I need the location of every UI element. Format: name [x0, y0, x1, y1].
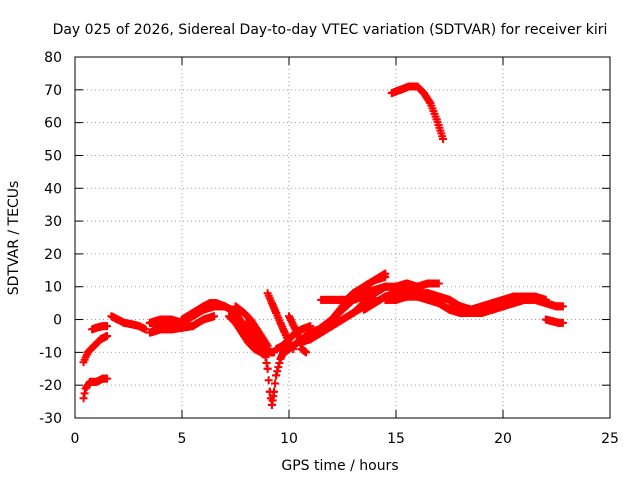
y-axis-label: SDTVAR / TECUs	[6, 181, 22, 296]
data-point	[439, 135, 448, 144]
data-point	[302, 348, 311, 357]
data-point	[267, 348, 276, 357]
data-point	[80, 389, 89, 398]
data-point	[141, 325, 150, 334]
x-tick-label: 5	[178, 431, 187, 447]
data-point	[558, 318, 567, 327]
series-s3	[88, 322, 112, 334]
series-s1	[79, 374, 112, 403]
data-point	[103, 374, 112, 383]
y-tick-label: -30	[39, 411, 62, 427]
data-point	[274, 363, 283, 372]
axis-ticks: -30 -20 -10 0 10 20 30 40 50 60 70 80 0 5 10 15 20 25	[39, 50, 619, 447]
series-s24	[317, 292, 379, 304]
y-tick-label: -20	[39, 378, 62, 394]
y-tick-label: 70	[44, 83, 62, 99]
axes	[74, 56, 611, 419]
data-point	[259, 341, 268, 350]
y-tick-label: 40	[44, 181, 62, 197]
data-point	[370, 294, 379, 303]
data-point	[79, 394, 88, 403]
data-point	[262, 359, 271, 368]
series-s2	[79, 331, 112, 367]
plot-border	[74, 56, 611, 419]
series-s27	[445, 292, 540, 314]
data-point	[272, 371, 281, 380]
y-tick-label: -10	[39, 345, 62, 361]
data-point	[260, 347, 269, 356]
data-point	[273, 367, 282, 376]
data-point	[103, 322, 112, 331]
x-tick-label: 0	[71, 431, 80, 447]
y-tick-label: 20	[44, 247, 62, 263]
x-tick-label: 20	[494, 431, 512, 447]
data-point	[541, 295, 550, 304]
data-point	[264, 376, 273, 385]
x-tick-label: 15	[387, 431, 405, 447]
chart-title: Day 025 of 2026, Sidereal Day-to-day VTE…	[53, 22, 608, 38]
x-tick-label: 25	[601, 431, 619, 447]
y-tick-label: 30	[44, 214, 62, 230]
data-points	[79, 82, 567, 409]
y-tick-label: 10	[44, 280, 62, 296]
data-point	[381, 269, 390, 278]
x-axis-label: GPS time / hours	[281, 458, 398, 474]
data-point	[270, 387, 279, 396]
grid-lines	[75, 57, 610, 418]
y-tick-label: 50	[44, 148, 62, 164]
data-point	[210, 312, 219, 321]
data-point	[434, 279, 443, 288]
y-tick-label: 0	[53, 313, 62, 329]
x-tick-label: 10	[280, 431, 298, 447]
series-s4	[107, 312, 150, 334]
series-s15	[272, 322, 315, 354]
series-s29	[387, 82, 448, 144]
series-s28	[541, 315, 567, 327]
series-s6	[145, 312, 219, 337]
data-point	[558, 302, 567, 311]
data-point	[271, 379, 280, 388]
data-point	[531, 292, 540, 301]
y-tick-label: 60	[44, 116, 62, 132]
data-point	[261, 353, 270, 362]
data-point	[275, 359, 284, 368]
y-tick-label: 80	[44, 50, 62, 66]
data-point	[103, 331, 112, 340]
data-point	[263, 364, 272, 373]
